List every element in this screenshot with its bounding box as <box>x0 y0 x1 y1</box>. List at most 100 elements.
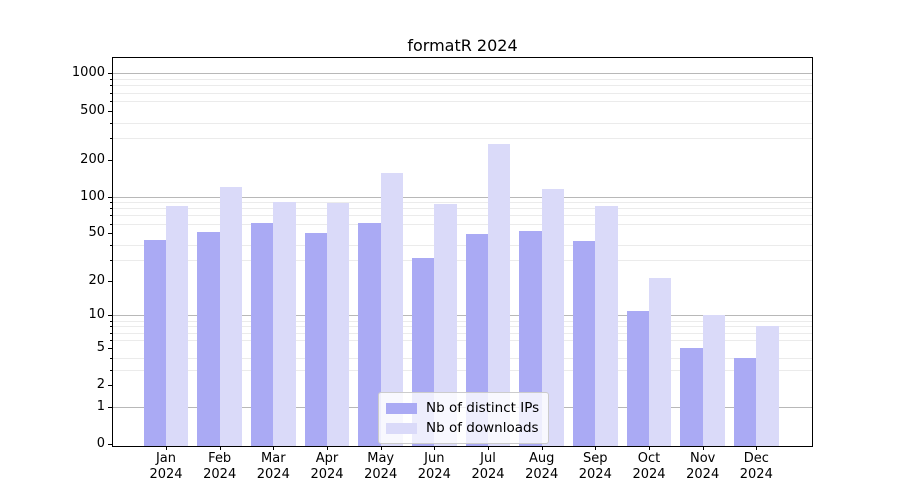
bar-distinct-ips-feb <box>197 232 220 446</box>
y-tick-label-5: 5 <box>96 339 105 355</box>
x-tick-mark-nov <box>702 446 704 450</box>
gridline-3 <box>113 369 812 371</box>
y-minor-tick-mark-70 <box>110 215 112 217</box>
bar-distinct-ips-nov <box>680 347 703 446</box>
bar-downloads-jun <box>434 203 457 446</box>
y-tick-mark-1000 <box>108 73 112 75</box>
gridline-40 <box>113 244 812 246</box>
y-tick-mark-100 <box>108 196 112 198</box>
y-minor-tick-mark-7 <box>110 332 112 334</box>
x-tick-label-may: May 2024 <box>364 451 398 482</box>
y-tick-label-50: 50 <box>88 225 105 241</box>
y-tick-label-100: 100 <box>80 188 105 204</box>
y-minor-tick-mark-600 <box>110 100 112 102</box>
legend-swatch-downloads <box>386 422 417 434</box>
y-tick-mark-50 <box>108 233 112 235</box>
y-tick-mark-10 <box>108 315 112 317</box>
bar-downloads-may <box>380 173 403 446</box>
gridline-400 <box>113 122 812 124</box>
y-tick-mark-1 <box>108 406 112 408</box>
x-tick-label-aug: Aug 2024 <box>525 451 559 482</box>
gridline-700 <box>113 92 812 94</box>
gridline-30 <box>113 259 812 261</box>
y-minor-tick-mark-30 <box>110 259 112 261</box>
y-tick-mark-200 <box>108 159 112 161</box>
y-tick-label-10: 10 <box>88 307 105 323</box>
y-tick-label-2: 2 <box>96 377 105 393</box>
x-tick-label-mar: Mar 2024 <box>256 451 290 482</box>
bar-downloads-apr <box>327 203 350 446</box>
x-tick-mark-mar <box>273 446 275 450</box>
gridline-8 <box>113 326 812 328</box>
x-tick-mark-dec <box>756 446 758 450</box>
x-tick-label-jan: Jan 2024 <box>149 451 183 482</box>
legend: Nb of distinct IPs Nb of downloads <box>378 392 550 444</box>
bar-distinct-ips-jan <box>143 239 166 446</box>
x-tick-label-jun: Jun 2024 <box>417 451 451 482</box>
y-tick-mark-500 <box>108 110 112 112</box>
bar-downloads-dec <box>756 326 779 446</box>
bar-downloads-oct <box>649 278 672 446</box>
bar-distinct-ips-dec <box>734 357 757 446</box>
y-tick-label-200: 200 <box>80 151 105 167</box>
bar-downloads-jan <box>166 205 189 446</box>
legend-label-distinct-ips: Nb of distinct IPs <box>426 400 540 416</box>
bar-distinct-ips-may <box>358 222 381 446</box>
x-tick-label-dec: Dec 2024 <box>739 451 773 482</box>
y-minor-tick-mark-60 <box>110 223 112 225</box>
gridline-90 <box>113 202 812 204</box>
x-tick-mark-apr <box>327 446 328 450</box>
gridline-1000 <box>113 73 812 75</box>
bar-distinct-ips-apr <box>304 233 327 446</box>
y-tick-label-1: 1 <box>96 398 105 414</box>
legend-item-distinct-ips: Nb of distinct IPs <box>386 398 539 418</box>
gridline-70 <box>113 215 812 217</box>
y-tick-mark-5 <box>108 347 112 349</box>
x-tick-label-apr: Apr 2024 <box>310 451 344 482</box>
y-minor-tick-mark-900 <box>110 79 112 81</box>
x-tick-mark-oct <box>649 446 650 450</box>
y-minor-tick-mark-9 <box>110 320 112 322</box>
y-minor-tick-mark-4 <box>110 357 112 359</box>
bar-distinct-ips-mar <box>251 222 274 446</box>
bar-downloads-jul <box>488 143 511 446</box>
gridline-9 <box>113 320 812 322</box>
y-minor-tick-mark-8 <box>110 326 112 328</box>
gridline-600 <box>113 100 812 102</box>
gridline-100 <box>113 196 812 198</box>
y-minor-tick-mark-700 <box>110 92 112 94</box>
bar-downloads-aug <box>541 189 564 446</box>
y-minor-tick-mark-90 <box>110 202 112 204</box>
bar-downloads-mar <box>273 201 296 446</box>
bar-distinct-ips-oct <box>626 310 649 446</box>
x-tick-mark-feb <box>219 446 221 450</box>
bar-downloads-nov <box>702 315 725 446</box>
y-minor-tick-mark-6 <box>110 339 112 341</box>
x-tick-mark-jan <box>166 446 167 450</box>
gridline-10 <box>113 315 812 317</box>
gridline-60 <box>113 223 812 225</box>
x-tick-mark-jun <box>434 446 436 450</box>
gridline-80 <box>113 208 812 210</box>
legend-item-downloads: Nb of downloads <box>386 418 539 438</box>
y-minor-tick-mark-3 <box>110 369 112 371</box>
x-tick-label-feb: Feb 2024 <box>203 451 237 482</box>
y-tick-label-1000: 1000 <box>71 65 105 81</box>
bar-downloads-feb <box>219 186 242 446</box>
y-tick-mark-0 <box>108 444 112 445</box>
y-tick-label-500: 500 <box>80 102 105 118</box>
gridline-7 <box>113 332 812 334</box>
y-minor-tick-mark-80 <box>110 208 112 210</box>
y-minor-tick-mark-800 <box>110 85 112 87</box>
x-tick-mark-jul <box>488 446 489 450</box>
x-tick-label-oct: Oct 2024 <box>632 451 666 482</box>
x-tick-mark-sep <box>595 446 597 450</box>
legend-label-downloads: Nb of downloads <box>426 420 539 436</box>
x-tick-mark-aug <box>541 446 543 450</box>
gridline-4 <box>113 357 812 359</box>
bar-downloads-sep <box>595 205 618 446</box>
y-minor-tick-mark-300 <box>110 137 112 139</box>
legend-swatch-distinct-ips <box>386 402 417 414</box>
y-minor-tick-mark-40 <box>110 244 112 246</box>
